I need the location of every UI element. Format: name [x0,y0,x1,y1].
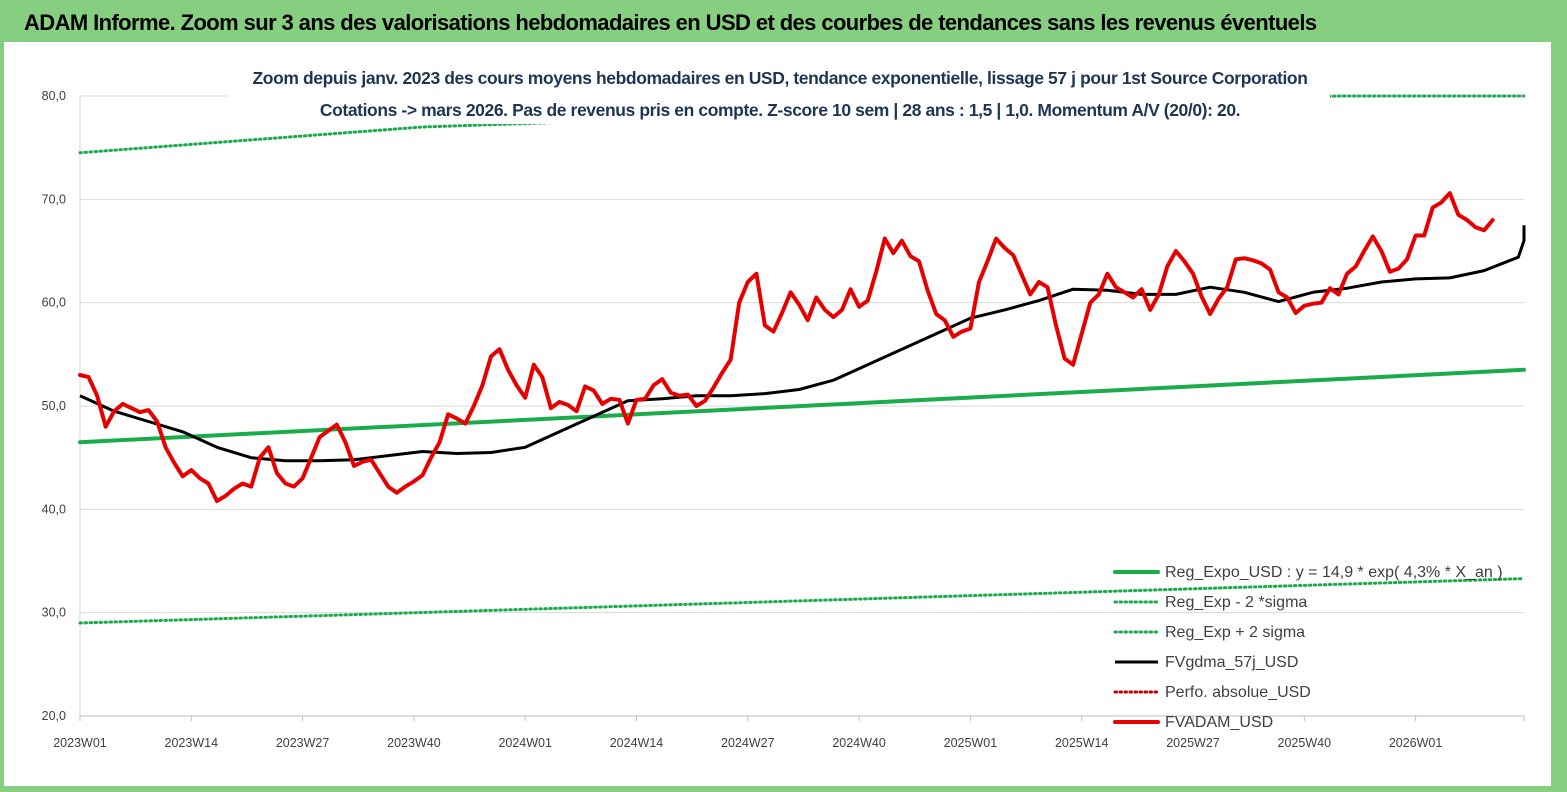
y-tick-label: 20,0 [42,709,66,723]
x-tick-label: 2024W27 [721,736,775,750]
frame-left-border [0,42,4,792]
axes: 80,0 70,0 60,0 50,0 40,0 30,0 20,0 2023W01 2023W… [42,89,1525,750]
x-tick-label: 2023W14 [165,736,219,750]
page-title: ADAM Informe. Zoom sur 3 ans des valoris… [24,10,1317,35]
legend-label-0: Reg_Expo_USD : y = 14,9 * exp( 4,3% * X_… [1165,564,1503,581]
x-tick-label: 2026W01 [1389,736,1443,750]
x-tick-label: 2025W27 [1166,736,1220,750]
y-tick-label: 70,0 [42,192,66,206]
header-bar: ADAM Informe. Zoom sur 3 ans des valoris… [0,0,1567,42]
y-tick-label: 80,0 [42,89,66,103]
title-background [230,62,1330,124]
legend-label-3: FVgdma_57j_USD [1165,654,1298,671]
x-tick-label: 2025W14 [1055,736,1109,750]
series-line-1 [78,577,1526,625]
chart-title: Zoom depuis janv. 2023 des cours moyens … [230,62,1330,124]
y-tick-label: 30,0 [42,606,66,620]
chart-title-line2: Cotations -> mars 2026. Pas de revenus p… [320,100,1240,120]
legend-label-1: Reg_Exp - 2 *sigma [1165,594,1307,611]
gridlines [80,95,1524,614]
chart: 80,0 70,0 60,0 50,0 40,0 30,0 20,0 2023W01 2023W… [42,62,1526,750]
x-tick-label: 2025W01 [944,736,998,750]
series-line-0 [78,367,1526,445]
y-tick-label: 60,0 [42,296,66,310]
legend-label-4: Perfo. absolue_USD [1165,684,1311,701]
series-lines [78,94,1526,625]
x-tick-label: 2023W40 [387,736,441,750]
legend: Reg_Expo_USD : y = 14,9 * exp( 4,3% * X_… [1113,564,1503,731]
series-line-3 [79,225,1526,463]
x-tick-label: 2024W01 [498,736,552,750]
y-tick-label: 40,0 [42,502,66,516]
chart-title-line1: Zoom depuis janv. 2023 des cours moyens … [252,68,1307,88]
frame-bottom-border [0,786,1567,792]
legend-label-5: FVADAM_USD [1165,714,1273,731]
y-tick-label: 50,0 [42,399,66,413]
x-tick-label: 2025W40 [1278,736,1332,750]
x-tick-label: 2023W01 [53,736,107,750]
x-tick-label: 2023W27 [276,736,330,750]
x-tick-label: 2024W14 [610,736,664,750]
legend-label-2: Reg_Exp + 2 sigma [1165,624,1305,641]
x-tick-label: 2024W40 [832,736,886,750]
series-line-5 [78,191,1495,504]
frame-right-border [1551,42,1567,792]
